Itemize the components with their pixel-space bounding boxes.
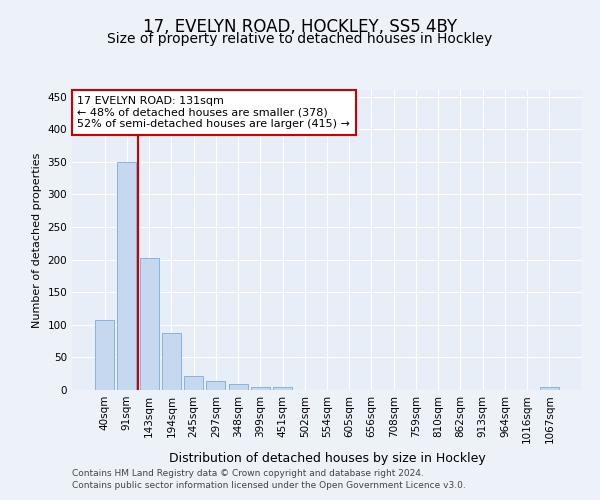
X-axis label: Distribution of detached houses by size in Hockley: Distribution of detached houses by size … bbox=[169, 452, 485, 465]
Text: 17 EVELYN ROAD: 131sqm
← 48% of detached houses are smaller (378)
52% of semi-de: 17 EVELYN ROAD: 131sqm ← 48% of detached… bbox=[77, 96, 350, 129]
Bar bbox=[162, 332, 181, 390]
Bar bbox=[95, 320, 114, 390]
Text: Contains public sector information licensed under the Open Government Licence v3: Contains public sector information licen… bbox=[72, 481, 466, 490]
Text: Size of property relative to detached houses in Hockley: Size of property relative to detached ho… bbox=[107, 32, 493, 46]
Text: 17, EVELYN ROAD, HOCKLEY, SS5 4BY: 17, EVELYN ROAD, HOCKLEY, SS5 4BY bbox=[143, 18, 457, 36]
Bar bbox=[273, 388, 292, 390]
Bar bbox=[251, 386, 270, 390]
Bar bbox=[184, 376, 203, 390]
Bar bbox=[540, 388, 559, 390]
Bar bbox=[140, 258, 158, 390]
Text: Contains HM Land Registry data © Crown copyright and database right 2024.: Contains HM Land Registry data © Crown c… bbox=[72, 468, 424, 477]
Bar bbox=[229, 384, 248, 390]
Bar bbox=[206, 381, 225, 390]
Y-axis label: Number of detached properties: Number of detached properties bbox=[32, 152, 42, 328]
Bar bbox=[118, 162, 136, 390]
